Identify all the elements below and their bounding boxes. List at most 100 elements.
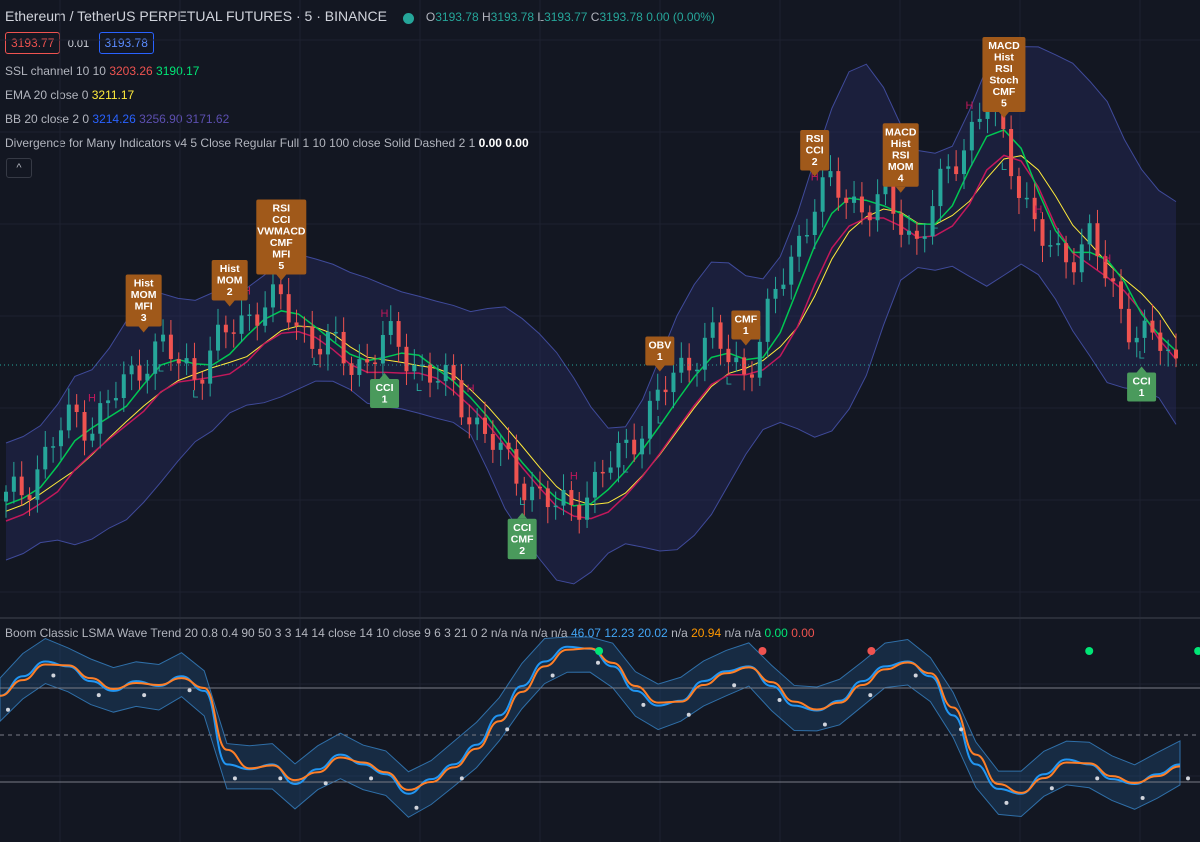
- candle-body: [1079, 244, 1084, 273]
- ssl-legend[interactable]: SSL channel 10 10 3203.26 3190.17: [5, 64, 200, 78]
- candle-body: [977, 118, 982, 122]
- label-pointer: [276, 274, 287, 281]
- candle-body: [231, 332, 236, 334]
- candle-body: [412, 365, 417, 372]
- label-text: RSI: [892, 149, 910, 161]
- label-text: VWMACD: [257, 226, 306, 238]
- candle-body: [647, 400, 652, 439]
- candle-body: [1103, 256, 1108, 279]
- candle-body: [1087, 223, 1092, 245]
- candle-body: [1016, 176, 1021, 198]
- wave-signal-red: [758, 647, 767, 655]
- candle-body: [459, 380, 464, 418]
- candle-body: [302, 325, 307, 328]
- candle-body: [435, 381, 440, 383]
- candle-body: [27, 495, 32, 500]
- ema-legend[interactable]: EMA 20 close 0 3211.17: [5, 88, 135, 102]
- label-text: CCI: [1133, 376, 1151, 388]
- wave-dot: [596, 660, 600, 665]
- hl-marker: H: [966, 100, 974, 112]
- spread-value: 0.01: [67, 38, 90, 50]
- hl-marker: L: [1139, 350, 1145, 362]
- candle-body: [836, 171, 841, 198]
- candle-body: [797, 235, 802, 257]
- candle-body: [498, 442, 503, 450]
- wave-dot: [550, 673, 555, 678]
- candle-body: [106, 400, 111, 404]
- wave-dot: [1186, 776, 1190, 781]
- candle-body: [773, 288, 778, 299]
- candle-body: [1056, 243, 1061, 246]
- label-pointer: [138, 326, 149, 333]
- label-text: 2: [519, 545, 525, 557]
- label-text: CMF: [734, 314, 757, 326]
- candle-body: [443, 364, 448, 382]
- label-text: Hist: [220, 263, 240, 275]
- candle-body: [1166, 349, 1171, 352]
- candle-body: [467, 417, 472, 425]
- candle-body: [844, 197, 849, 203]
- candle-body: [640, 438, 645, 455]
- collapse-legend-button[interactable]: ^: [6, 158, 32, 178]
- label-box: [645, 336, 675, 366]
- candle-body: [74, 404, 79, 413]
- hl-marker: L: [519, 496, 525, 508]
- wavetrend-value: 20.94: [687, 626, 722, 640]
- candle-body: [907, 230, 912, 235]
- hl-marker: L: [158, 363, 164, 375]
- label-text: MOM: [131, 289, 157, 301]
- wavetrend-value: n/a: [547, 626, 568, 640]
- candle-body: [1032, 197, 1037, 220]
- ema-line: [5, 155, 1177, 512]
- wave-dot: [913, 673, 918, 678]
- close-value: 3193.78: [599, 10, 643, 24]
- label-text: 1: [1139, 387, 1145, 399]
- label-text: 2: [227, 286, 233, 298]
- hl-marker: L: [313, 356, 319, 368]
- candle-body: [804, 235, 809, 237]
- candle-body: [922, 236, 927, 239]
- divergence-legend[interactable]: Divergence for Many Indicators v4 5 Clos…: [5, 136, 529, 150]
- candle-body: [812, 211, 817, 236]
- candle-body: [765, 298, 770, 342]
- candle-body: [718, 322, 723, 349]
- wave-dot: [96, 693, 101, 698]
- label-pointer: [654, 365, 665, 372]
- candle-body: [153, 341, 158, 374]
- wave-dot: [187, 688, 192, 693]
- candle-body: [51, 446, 56, 448]
- change-value: 0.00 (0.00%): [646, 10, 715, 24]
- candle-body: [1150, 320, 1155, 333]
- symbol-title[interactable]: Ethereum / TetherUS PERPETUAL FUTURES · …: [5, 8, 387, 24]
- candle-body: [749, 374, 754, 378]
- wave-dot: [686, 712, 691, 717]
- label-text: Hist: [891, 138, 911, 150]
- candle-body: [255, 314, 260, 326]
- candle-body: [820, 177, 825, 212]
- candle-body: [82, 412, 87, 441]
- bb-legend[interactable]: BB 20 close 2 0 3214.26 3256.90 3171.62: [5, 112, 230, 126]
- label-text: MACD: [988, 40, 1020, 52]
- candle-body: [1040, 219, 1045, 246]
- wave-dot: [732, 683, 737, 688]
- candle-body: [891, 182, 896, 214]
- wavetrend-legend[interactable]: Boom Classic LSMA Wave Trend 20 0.8 0.4 …: [5, 626, 815, 640]
- candle-body: [396, 321, 401, 347]
- candle-body: [789, 256, 794, 285]
- candle-body: [161, 334, 166, 342]
- candle-body: [66, 404, 71, 431]
- ssl-down-line: [5, 154, 1177, 522]
- label-text: 4: [898, 172, 904, 184]
- candle-body: [695, 369, 700, 372]
- label-text: MOM: [217, 275, 243, 287]
- candle-body: [961, 150, 966, 175]
- candle-body: [734, 357, 739, 363]
- candle-body: [420, 364, 425, 367]
- label-box: [731, 310, 761, 340]
- hl-marker: L: [932, 220, 938, 232]
